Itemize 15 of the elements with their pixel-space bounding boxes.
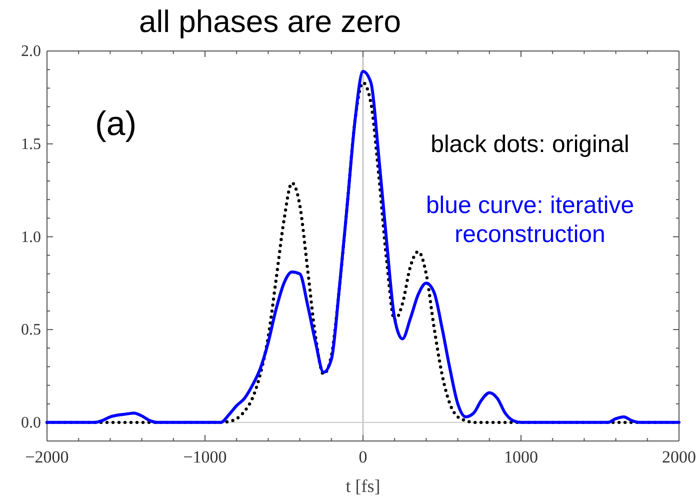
y-tick-label: 2.0 xyxy=(21,43,41,60)
x-tick-label: 0 xyxy=(358,448,368,467)
annotation: blue curve: iterative reconstruction xyxy=(426,192,634,248)
y-tick-label: 0.5 xyxy=(21,322,41,339)
y-tick-label: 1.0 xyxy=(21,228,41,246)
x-tick-label: −1000 xyxy=(183,448,227,467)
annotation: black dots: original xyxy=(430,131,630,158)
y-tick-label: 0.0 xyxy=(21,414,41,432)
y-tick-label: 1.5 xyxy=(21,136,41,153)
annotation: (a) xyxy=(95,105,137,143)
x-tick-label: 1000 xyxy=(504,448,538,467)
chart-title: all phases are zero xyxy=(139,4,401,39)
x-tick-label: 2000 xyxy=(662,448,696,467)
x-axis-title: t [fs] xyxy=(346,476,380,496)
x-tick-label: −2000 xyxy=(25,448,69,467)
